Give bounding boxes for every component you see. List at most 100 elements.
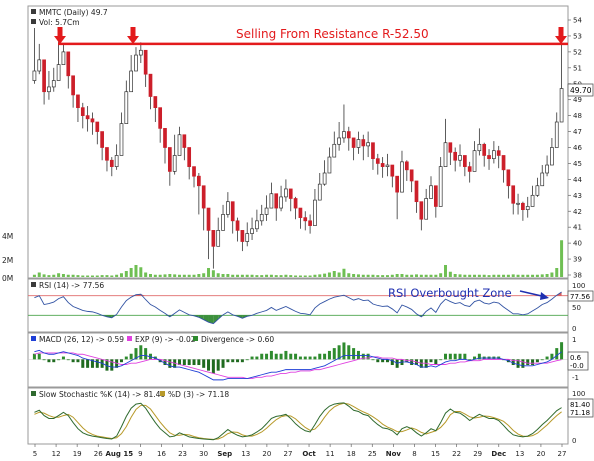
x-tick-label: 30 (199, 450, 208, 458)
volume-bar (52, 274, 56, 277)
macd-divergence-bar (444, 353, 448, 360)
price-panel-frame (27, 5, 569, 279)
macd-divergence-bar (477, 353, 481, 360)
price-tick-label: 51 (573, 64, 582, 72)
rsi-tick: 100 (572, 282, 585, 290)
macd-divergence-bar (197, 359, 201, 366)
price-tick-label: 49 (573, 96, 582, 104)
volume-bar (32, 274, 36, 277)
volume-bar (240, 274, 244, 277)
candle-down (148, 73, 153, 97)
candle-down (158, 107, 163, 129)
macd-divergence-bar (255, 356, 259, 360)
x-tick-label: 20 (536, 450, 545, 458)
volume-bar (86, 275, 90, 277)
x-tick-label: 26 (94, 450, 103, 458)
macd-divergence-bar (76, 359, 80, 363)
volume-bar (337, 272, 341, 277)
candle-down (448, 142, 453, 153)
macd-divergence-bar (448, 353, 452, 360)
volume-bar (173, 274, 177, 277)
volume-bar (110, 275, 114, 277)
chart-icon (31, 9, 36, 14)
price-badge-value: 49.70 (570, 86, 592, 95)
candle-down (71, 75, 75, 96)
volume-bar (313, 274, 317, 277)
volume-bar (390, 274, 394, 277)
macd-divergence-bar (269, 350, 273, 360)
macd-divergence-bar (168, 359, 172, 368)
price-tick-label: 39 (573, 256, 582, 264)
volume-bar (366, 274, 370, 277)
volume-bar (294, 275, 298, 277)
volume-bar (434, 274, 438, 277)
volume-bar (482, 274, 486, 277)
candle-up (119, 123, 124, 156)
x-tick-label: 18 (347, 450, 356, 458)
candle-down (346, 131, 351, 139)
volume-bar (119, 273, 123, 277)
volume-bar (216, 273, 220, 277)
candle-down (206, 207, 211, 231)
price-tick-label: 38 (573, 272, 582, 280)
rsi-icon (31, 282, 36, 287)
x-tick-label: 29 (473, 450, 482, 458)
macd-divergence-bar (52, 359, 56, 363)
volume-bar (182, 274, 186, 277)
price-tick-label: 47 (573, 128, 582, 136)
volume-bar (90, 275, 94, 277)
volume-bar (37, 272, 41, 277)
candle-down (197, 175, 201, 187)
macd-divergence-bar (221, 359, 225, 368)
macd-badge-value: 0.6 (570, 354, 582, 362)
volume-bar (231, 274, 235, 277)
candle-down (167, 147, 172, 172)
volume-bar (473, 274, 477, 277)
macd-divergence-bar (187, 359, 191, 366)
candle-up (516, 202, 520, 205)
candle-up (245, 233, 250, 242)
volume-tick: 2M (2, 256, 13, 265)
candle-up (138, 49, 143, 56)
macd-divergence-bar (545, 356, 549, 360)
candle-down (76, 94, 80, 109)
volume-bar (424, 274, 428, 277)
candle-up (322, 172, 327, 185)
macd-divergence-bar (318, 353, 322, 360)
volume-bar (439, 273, 443, 277)
macd-divergence-bar (313, 356, 317, 360)
volume-bar (444, 265, 448, 277)
volume-bar (526, 274, 530, 277)
macd-divergence-bar (66, 359, 70, 361)
candle-up (545, 164, 549, 174)
volume-bar (448, 271, 452, 277)
candle-down (187, 147, 192, 167)
volume-bar (405, 274, 409, 277)
volume-bar (458, 274, 462, 277)
price-tick-label: 44 (573, 176, 582, 184)
macd-divergence-bar (265, 353, 269, 360)
volume-bar (352, 274, 356, 277)
rsi-tick: 50 (572, 304, 581, 312)
candle-up (492, 150, 496, 160)
volume-bar (221, 274, 225, 277)
candle-up (337, 137, 341, 145)
macd-divergence-bar (90, 359, 94, 368)
candle-down (521, 202, 525, 211)
rsi-annotation: RSI Overbought Zone (388, 286, 512, 300)
candle-up (47, 86, 51, 93)
price-tick-label: 42 (573, 208, 582, 216)
macd-tick: 1 (572, 336, 576, 344)
volume-bar (385, 275, 389, 277)
macd-divergence-bar (202, 359, 206, 368)
arrow-down-icon (54, 27, 66, 44)
candle-down (351, 137, 356, 148)
candle-up (269, 193, 274, 209)
candle-down (293, 198, 298, 209)
macd-divergence-bar (61, 356, 65, 360)
macd-divergence-bar (376, 359, 380, 363)
macd-icon (31, 336, 36, 341)
volume-label: Vol: 5.7Cm (39, 18, 80, 27)
volume-bar (381, 275, 385, 277)
volume-bar (265, 274, 269, 277)
